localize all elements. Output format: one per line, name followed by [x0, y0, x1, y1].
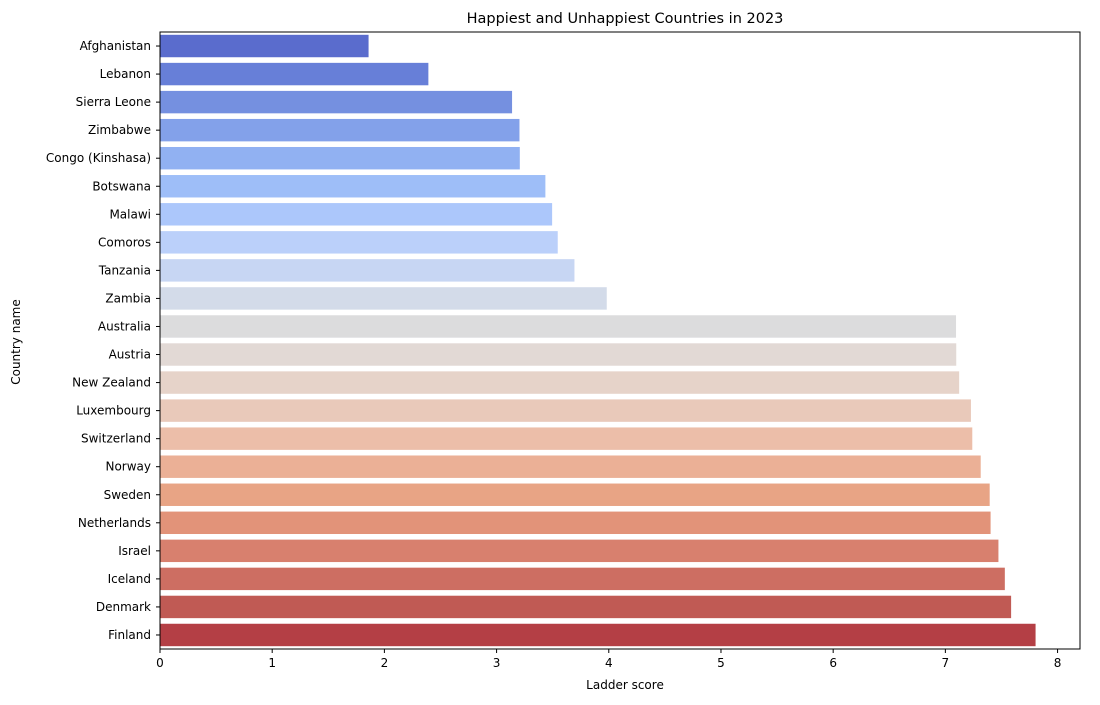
x-tick-label: 0	[156, 656, 164, 670]
bar-lebanon	[160, 62, 429, 86]
bar-israel	[160, 539, 999, 563]
chart-title: Happiest and Unhappiest Countries in 202…	[467, 11, 784, 27]
y-tick-label-netherlands: Netherlands	[78, 516, 151, 530]
bar-zambia	[160, 287, 607, 310]
y-tick-label-botswana: Botswana	[92, 179, 151, 193]
bar-luxembourg	[160, 399, 971, 422]
y-tick-label-afghanistan: Afghanistan	[80, 39, 151, 53]
y-axis-label: Country name	[9, 299, 23, 385]
y-tick-label-luxembourg: Luxembourg	[76, 404, 151, 418]
y-tick-label-israel: Israel	[118, 544, 151, 558]
x-tick-label: 3	[493, 656, 501, 670]
x-tick-label: 2	[381, 656, 389, 670]
bar-finland	[160, 623, 1036, 647]
bar-botswana	[160, 175, 546, 198]
bar-sweden	[160, 483, 990, 506]
y-tick-label-switzerland: Switzerland	[81, 432, 151, 446]
x-tick-label: 7	[942, 656, 950, 670]
plot-frame	[159, 31, 1081, 650]
bars-group	[160, 34, 1036, 647]
bar-malawi	[160, 203, 553, 226]
x-ticks: 0 1 2 3 4 5 6 7 8	[156, 649, 1061, 670]
bar-comoros	[160, 231, 558, 254]
x-tick-label: 8	[1054, 656, 1062, 670]
bar-australia	[160, 315, 957, 338]
bar-iceland	[160, 567, 1005, 591]
y-tick-label-malawi: Malawi	[109, 207, 151, 221]
y-tick-labels: Afghanistan Lebanon Sierra Leone Zimbabwe Co…	[46, 39, 160, 642]
bar-switzerland	[160, 427, 973, 450]
y-tick-label-congo-kinshasa: Congo (Kinshasa)	[46, 151, 151, 165]
bar-new-zealand	[160, 371, 960, 394]
bar-sierra-leone	[160, 90, 513, 114]
bar-tanzania	[160, 259, 575, 282]
bar-congo-kinshasa	[160, 146, 520, 170]
y-tick-label-zambia: Zambia	[105, 291, 151, 305]
bar-norway	[160, 455, 981, 478]
y-tick-label-sierra-leone: Sierra Leone	[76, 95, 151, 109]
x-tick-label: 1	[268, 656, 276, 670]
y-tick-label-comoros: Comoros	[98, 235, 151, 249]
bar-denmark	[160, 595, 1012, 619]
y-tick-label-zimbabwe: Zimbabwe	[88, 123, 151, 137]
y-tick-label-australia: Australia	[98, 319, 151, 333]
y-tick-label-denmark: Denmark	[96, 600, 151, 614]
x-axis-label: Ladder score	[586, 678, 664, 692]
bar-netherlands	[160, 511, 991, 535]
x-tick-label: 5	[717, 656, 725, 670]
y-tick-label-tanzania: Tanzania	[98, 263, 151, 277]
x-tick-label: 4	[605, 656, 613, 670]
bar-zimbabwe	[160, 118, 520, 142]
bar-austria	[160, 343, 957, 366]
bar-afghanistan	[160, 34, 369, 58]
y-tick-label-lebanon: Lebanon	[100, 67, 151, 81]
y-tick-label-finland: Finland	[108, 628, 151, 642]
y-tick-label-norway: Norway	[105, 460, 151, 474]
y-tick-label-austria: Austria	[109, 348, 151, 362]
y-tick-label-sweden: Sweden	[104, 488, 151, 502]
y-tick-label-iceland: Iceland	[108, 572, 151, 586]
x-tick-label: 6	[829, 656, 837, 670]
y-tick-label-new-zealand: New Zealand	[72, 376, 151, 390]
